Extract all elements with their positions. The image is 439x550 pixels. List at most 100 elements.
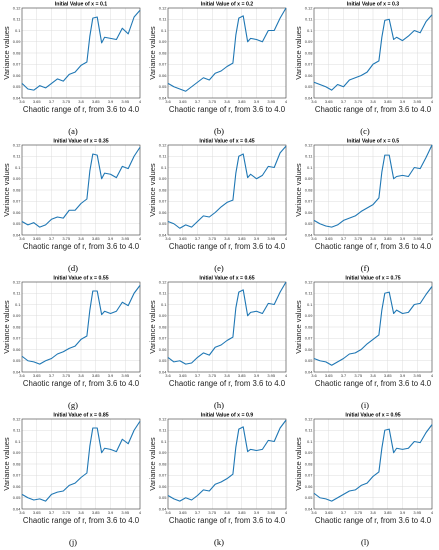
y-tick-label: 0.1 bbox=[15, 165, 21, 170]
y-tick-label: 0.1 bbox=[15, 439, 21, 444]
x-tick-label: 4 bbox=[285, 373, 288, 378]
x-tick-label: 3.9 bbox=[254, 236, 260, 241]
x-tick-label: 3.8 bbox=[370, 510, 376, 515]
y-axis-label: Variance values bbox=[2, 26, 11, 80]
x-tick-label: 3.95 bbox=[413, 236, 422, 241]
x-tick-label: 3.85 bbox=[384, 373, 393, 378]
chart-title: Initial Value of x = 0.1 bbox=[55, 2, 107, 8]
x-axis-label: Chaotic range of r, from 3.6 to 4.0 bbox=[315, 242, 432, 251]
chart-title: Initial Value of x = 0.2 bbox=[201, 2, 253, 8]
x-tick-label: 3.95 bbox=[121, 510, 130, 515]
y-tick-label: 0.04 bbox=[13, 506, 22, 511]
gridlines bbox=[313, 144, 433, 236]
subfigure-label: (b) bbox=[214, 126, 224, 136]
y-tick-label: 0.05 bbox=[159, 221, 168, 226]
y-tick-label: 0.07 bbox=[305, 336, 314, 341]
y-tick-label: 0.12 bbox=[13, 142, 22, 147]
y-tick-label: 0.09 bbox=[159, 313, 168, 318]
x-tick-label: 3.6 bbox=[311, 510, 317, 515]
y-tick-label: 0.04 bbox=[13, 95, 22, 100]
y-tick-label: 0.08 bbox=[305, 50, 314, 55]
x-tick-label: 3.7 bbox=[49, 99, 55, 104]
x-tick-label: 3.95 bbox=[121, 236, 130, 241]
x-tick-label: 3.85 bbox=[92, 373, 101, 378]
x-tick-label: 3.75 bbox=[62, 373, 71, 378]
y-tick-label: 0.07 bbox=[159, 199, 168, 204]
plot-frame bbox=[21, 7, 141, 99]
x-tick-label: 3.8 bbox=[78, 236, 84, 241]
x-tick-label: 3.95 bbox=[267, 373, 276, 378]
y-tick-label: 0.09 bbox=[305, 176, 314, 181]
y-tick-label: 0.06 bbox=[305, 347, 314, 352]
y-tick-label: 0.09 bbox=[159, 176, 168, 181]
y-axis-label: Variance values bbox=[294, 163, 303, 217]
subfigure-label: (c) bbox=[360, 126, 370, 136]
gridlines bbox=[313, 7, 433, 99]
plot-frame bbox=[167, 418, 287, 510]
y-tick-label: 0.11 bbox=[305, 17, 313, 22]
x-tick-label: 3.8 bbox=[78, 99, 84, 104]
y-tick-label: 0.12 bbox=[305, 142, 314, 147]
chart-title: Initial Value of x = 0.5 bbox=[347, 139, 399, 145]
y-tick-label: 0.06 bbox=[159, 210, 168, 215]
y-tick-label: 0.1 bbox=[307, 165, 313, 170]
series-line bbox=[167, 145, 287, 229]
series-line bbox=[167, 281, 287, 365]
subfigure-label: (a) bbox=[68, 126, 78, 136]
y-tick-label: 0.12 bbox=[305, 279, 314, 284]
y-tick-label: 0.06 bbox=[13, 210, 22, 215]
x-tick-label: 3.95 bbox=[267, 510, 276, 515]
gridlines bbox=[167, 7, 287, 99]
x-tick-label: 3.7 bbox=[341, 510, 347, 515]
chart-title: Initial Value of x = 0.95 bbox=[345, 413, 400, 419]
y-axis-label: Variance values bbox=[294, 437, 303, 491]
y-tick-label: 0.06 bbox=[305, 73, 314, 78]
x-tick-label: 3.8 bbox=[370, 373, 376, 378]
x-tick-label: 3.6 bbox=[165, 236, 171, 241]
y-tick-label: 0.08 bbox=[159, 50, 168, 55]
y-tick-label: 0.07 bbox=[13, 473, 22, 478]
chart-title: Initial Value of x = 0.85 bbox=[53, 413, 108, 419]
y-tick-label: 0.09 bbox=[159, 39, 168, 44]
y-tick-label: 0.05 bbox=[305, 495, 314, 500]
y-tick-label: 0.05 bbox=[13, 358, 22, 363]
chart-title: Initial Value of x = 0.45 bbox=[199, 139, 254, 145]
y-tick-label: 0.08 bbox=[159, 461, 168, 466]
y-tick-label: 0.09 bbox=[305, 39, 314, 44]
x-tick-label: 3.95 bbox=[267, 236, 276, 241]
plot-frame bbox=[21, 144, 141, 236]
x-tick-label: 3.75 bbox=[208, 99, 217, 104]
chart-title: Initial Value of x = 0.3 bbox=[347, 2, 399, 8]
line-chart: 3.6 3.65 3.7 3.75 3.8 3.85 3.9 3.95 4 0.04 0.05 0.0… bbox=[2, 413, 142, 526]
x-tick-label: 3.9 bbox=[400, 510, 406, 515]
x-tick-label: 3.85 bbox=[238, 99, 247, 104]
gridlines bbox=[167, 281, 287, 373]
y-tick-label: 0.11 bbox=[159, 154, 167, 159]
chart-panel: 3.6 3.65 3.7 3.75 3.8 3.85 3.9 3.95 4 0.04 0.05 0.0… bbox=[146, 137, 292, 274]
plot-frame bbox=[313, 281, 433, 373]
x-tick-label: 3.85 bbox=[92, 236, 101, 241]
chart-title: Initial Value of x = 0.35 bbox=[53, 139, 108, 145]
x-tick-label: 3.95 bbox=[121, 373, 130, 378]
x-tick-label: 4 bbox=[431, 510, 434, 515]
x-tick-label: 3.6 bbox=[165, 99, 171, 104]
x-tick-label: 3.8 bbox=[224, 99, 230, 104]
x-tick-label: 3.65 bbox=[33, 99, 42, 104]
x-axis-label: Chaotic range of r, from 3.6 to 4.0 bbox=[169, 105, 286, 114]
gridlines bbox=[21, 144, 141, 236]
y-axis-label: Variance values bbox=[148, 26, 157, 80]
x-tick-label: 3.6 bbox=[311, 99, 317, 104]
plot-frame bbox=[313, 144, 433, 236]
x-tick-label: 4 bbox=[431, 99, 434, 104]
y-axis-label: Variance values bbox=[148, 300, 157, 354]
y-tick-label: 0.09 bbox=[305, 313, 314, 318]
y-tick-label: 0.08 bbox=[13, 187, 22, 192]
y-tick-label: 0.06 bbox=[305, 484, 314, 489]
chart-panel: 3.6 3.65 3.7 3.75 3.8 3.85 3.9 3.95 4 0.04 0.05 0.0… bbox=[292, 411, 438, 548]
y-tick-label: 0.11 bbox=[305, 291, 313, 296]
y-tick-label: 0.09 bbox=[159, 450, 168, 455]
series-line bbox=[167, 419, 287, 502]
x-tick-label: 4 bbox=[285, 236, 288, 241]
y-tick-label: 0.05 bbox=[305, 221, 314, 226]
